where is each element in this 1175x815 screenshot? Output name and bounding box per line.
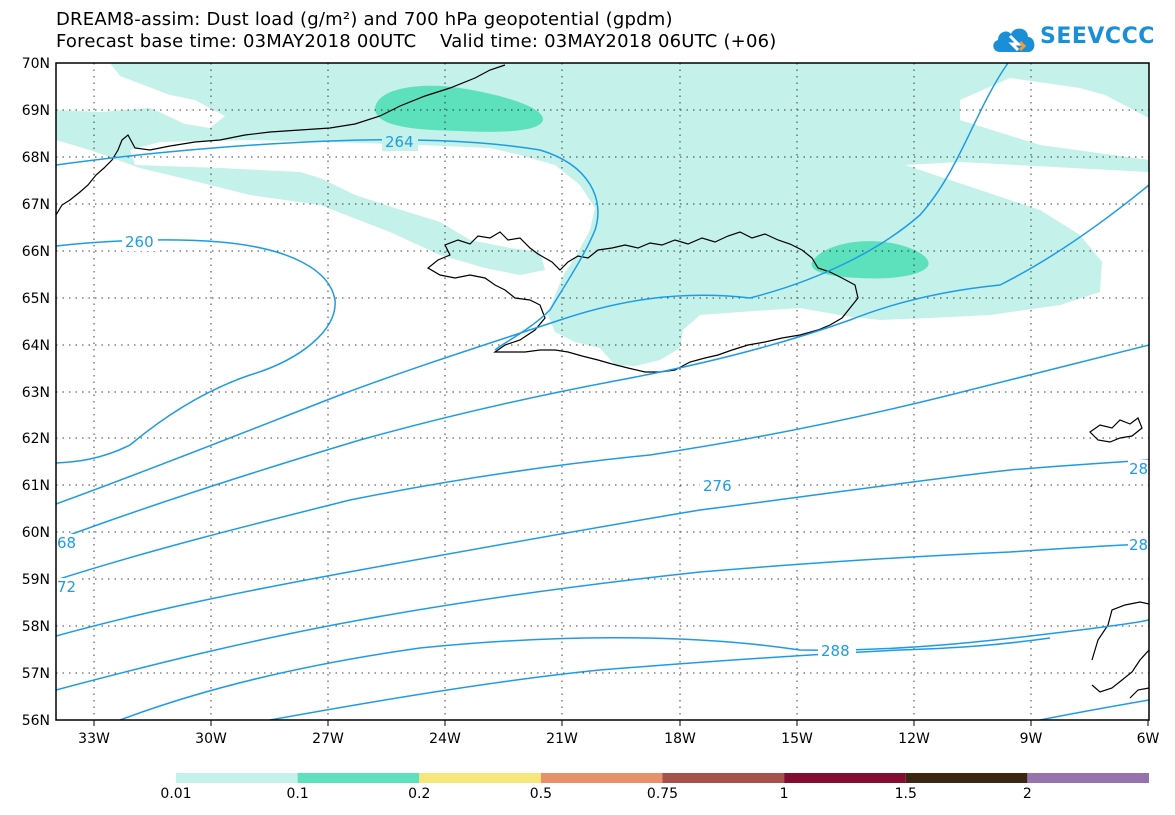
colorbar	[176, 773, 1149, 783]
x-tick-6w: 6W	[1137, 731, 1160, 747]
contour-260	[56, 239, 336, 464]
forecast-time-subtitle: Forecast base time: 03MAY2018 00UTC Vali…	[56, 31, 777, 52]
y-tick-68n: 68N	[22, 150, 50, 166]
colorbar-swatch	[1027, 773, 1149, 783]
y-tick-59n: 59N	[22, 572, 50, 588]
coastline-iceland	[426, 231, 859, 373]
colorbar-swatch	[297, 773, 420, 783]
x-tick-27w: 27W	[312, 731, 344, 747]
contour-280	[56, 459, 1149, 637]
geopotential-contours	[56, 63, 1149, 720]
contour-label-276: 276	[703, 477, 732, 495]
contour-label-right-1: 28	[1129, 460, 1148, 478]
y-tick-63n: 63N	[22, 385, 50, 401]
contour-label-264: 264	[385, 133, 414, 151]
coastline-faroe	[1089, 417, 1143, 443]
contour-label-left-2: 72	[57, 578, 76, 596]
colorbar-swatch	[176, 773, 298, 783]
contour-label-right-2: 28	[1129, 536, 1148, 554]
contour-268	[56, 63, 1009, 505]
x-tick-33w: 33W	[78, 731, 110, 747]
y-tick-58n: 58N	[22, 619, 50, 635]
graticule	[56, 63, 1149, 720]
colorbar-label: 2	[1022, 786, 1032, 802]
colorbar-label: 0.1	[286, 786, 309, 802]
contour-label-288: 288	[821, 642, 850, 660]
colorbar-swatch	[419, 773, 541, 783]
x-tick-12w: 12W	[898, 731, 930, 747]
colorbar-label: 0.5	[529, 786, 553, 802]
y-tick-70n: 70N	[22, 56, 50, 72]
colorbar-label: 1	[779, 786, 789, 802]
colorbar-label: 0.75	[646, 786, 679, 802]
y-tick-57n: 57N	[22, 666, 50, 682]
y-tick-56n: 56N	[22, 713, 50, 729]
x-tick-21w: 21W	[546, 731, 578, 747]
colorbar-swatch	[540, 773, 663, 783]
contour-288	[119, 619, 1149, 720]
cloud-logo-icon	[993, 28, 1035, 52]
colorbar-label: 1.5	[894, 786, 917, 802]
y-tick-65n: 65N	[22, 291, 50, 307]
seevccc-logo: SEEVCCC	[990, 18, 1160, 58]
contour-label-260: 260	[125, 233, 154, 251]
coastline-scotland	[1091, 601, 1149, 699]
x-tick-9w: 9W	[1020, 731, 1043, 747]
x-tick-15w: 15W	[781, 731, 813, 747]
colorbar-label: 0.2	[408, 786, 431, 802]
contour-284	[56, 543, 1149, 691]
y-tick-64n: 64N	[22, 338, 50, 354]
logo-text: SEEVCCC	[1040, 24, 1155, 49]
x-axis-labels: 33W 30W 27W 24W 21W 18W 15W 12W 9W 6W	[78, 731, 1159, 747]
contour-288b	[269, 637, 1051, 720]
y-axis-labels: 70N 69N 68N 67N 66N 65N 64N 63N 62N 61N …	[22, 56, 50, 729]
colorbar-swatch	[905, 773, 1028, 783]
contour-292	[1039, 699, 1149, 720]
y-tick-69n: 69N	[22, 103, 50, 119]
coastline-greenland	[56, 64, 506, 216]
colorbar-swatch	[662, 773, 785, 783]
contour-label-left-1: 68	[57, 534, 76, 552]
y-tick-67n: 67N	[22, 197, 50, 213]
contour-264	[56, 138, 599, 351]
x-tick-30w: 30W	[195, 731, 227, 747]
dust-area-light	[56, 63, 1149, 366]
map-frame	[55, 62, 1150, 721]
map-plot-area: 264 260 276 288 68 72 28 28	[56, 63, 1149, 720]
dust-area-medium-east	[811, 241, 929, 279]
colorbar-label: 0.01	[160, 786, 192, 802]
contour-272	[56, 184, 1149, 541]
y-tick-66n: 66N	[22, 244, 50, 260]
tick-marks	[93, 720, 1149, 726]
coastlines	[56, 64, 1149, 699]
x-tick-24w: 24W	[429, 731, 461, 747]
contour-276	[56, 344, 1149, 581]
y-tick-60n: 60N	[22, 525, 50, 541]
y-tick-62n: 62N	[22, 431, 50, 447]
y-tick-61n: 61N	[22, 478, 50, 494]
x-tick-18w: 18W	[664, 731, 696, 747]
dust-area-medium-north	[375, 85, 544, 132]
chart-title: DREAM8-assim: Dust load (g/m²) and 700 h…	[56, 9, 673, 30]
colorbar-swatch	[784, 773, 906, 783]
